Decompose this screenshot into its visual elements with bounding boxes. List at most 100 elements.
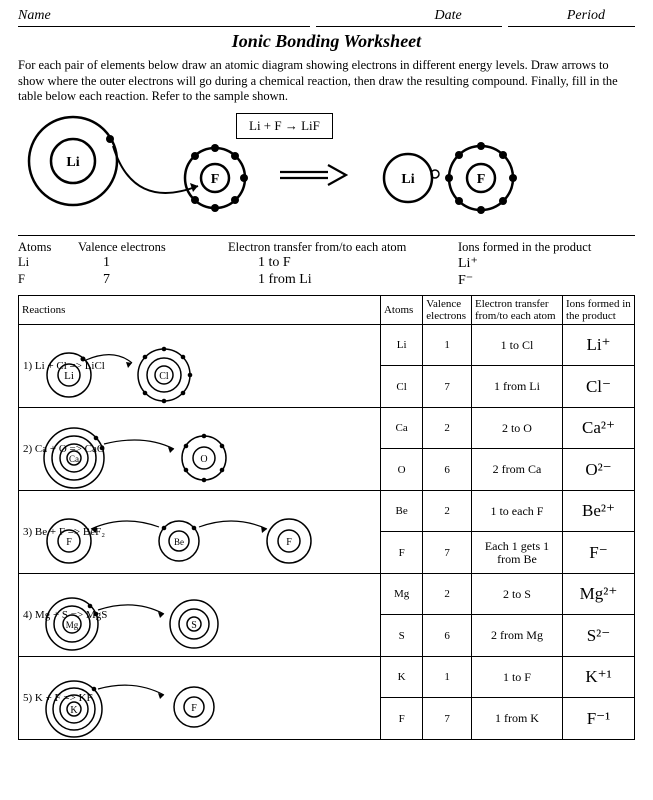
cell-val: 7 (423, 366, 472, 408)
cell: F⁻ (458, 272, 635, 289)
svg-text:Li: Li (66, 155, 79, 170)
cell-ion: S²⁻ (562, 615, 634, 657)
legend-header: Atoms Valence electrons Electron transfe… (18, 240, 635, 255)
cell-val: 6 (423, 449, 472, 491)
svg-text:F: F (477, 172, 486, 187)
cell-val: 7 (423, 698, 472, 740)
cell-trans: 1 from K (471, 698, 562, 740)
instructions: For each pair of elements below draw an … (18, 58, 635, 105)
cell-val: 1 (423, 656, 472, 698)
svg-text:F: F (191, 703, 197, 714)
cell-val: 6 (423, 615, 472, 657)
svg-text:F: F (286, 537, 292, 548)
cell-ion: F⁻¹ (562, 698, 634, 740)
header-fields: Name Date Period (18, 8, 635, 27)
period-label: Period (567, 8, 605, 23)
cell-val: 2 (423, 407, 472, 449)
table-row: 4) Mg + S => MgS Mg S Mg 2 2 to S Mg²⁺ (19, 573, 635, 615)
svg-text:Be: Be (174, 537, 184, 547)
cell-atom: Mg (380, 573, 422, 615)
reaction-cell: 4) Mg + S => MgS Mg S (19, 573, 381, 656)
cell-trans: 2 from Ca (471, 449, 562, 491)
svg-text:Cl: Cl (159, 371, 169, 382)
reaction-cell: 5) K + F => KF K F (19, 656, 381, 739)
svg-text:Mg: Mg (66, 620, 79, 630)
cell-ion: Cl⁻ (562, 366, 634, 408)
cell-ion: Mg²⁺ (562, 573, 634, 615)
reaction-cell: 1) Li + Cl => LiCl Li Cl (19, 324, 381, 407)
reaction-arrow-icon (278, 163, 348, 193)
cell-trans: 2 to O (471, 407, 562, 449)
legend-valence: Valence electrons (78, 240, 228, 255)
cell: Li (18, 255, 78, 272)
cell-ion: Li⁺ (562, 324, 634, 366)
cell-atom: Li (380, 324, 422, 366)
cell-trans: 1 to each F (471, 490, 562, 532)
sample-f-atom: F (173, 136, 258, 221)
cell-val: 2 (423, 573, 472, 615)
cell: 1 to F (228, 255, 458, 272)
table-row: 2) Ca + O => CaO Ca O Ca 2 2 to O Ca²⁺ (19, 407, 635, 449)
th-ions: Ions formed in the product (562, 295, 634, 324)
cell-atom: O (380, 449, 422, 491)
cell-atom: F (380, 698, 422, 740)
svg-text:S: S (191, 620, 197, 631)
cell-ion: O²⁻ (562, 449, 634, 491)
reaction-cell: 3) Be + F => BeF₂ F Be F (19, 490, 381, 573)
cell-ion: Be²⁺ (562, 490, 634, 532)
rule (18, 235, 635, 236)
reaction-cell: 2) Ca + O => CaO Ca O (19, 407, 381, 490)
cell-trans: 1 to Cl (471, 324, 562, 366)
name-label: Name (18, 8, 51, 23)
svg-text:F: F (211, 172, 220, 187)
cell-atom: Ca (380, 407, 422, 449)
cell: 7 (78, 272, 228, 289)
sample-product: Li F (373, 136, 533, 226)
legend-ions: Ions formed in the product (458, 240, 635, 255)
sample-equation: Li + F → LiF (236, 113, 333, 139)
diagram-1-icon: Li Cl (34, 343, 264, 405)
cell: 1 from Li (228, 272, 458, 289)
diagram-5-icon: K F (34, 673, 294, 739)
diagram-4-icon: Mg S (34, 590, 294, 656)
svg-text:Li: Li (401, 172, 414, 187)
table-header-row: Reactions Atoms Valence electrons Electr… (19, 295, 635, 324)
table-row: 3) Be + F => BeF₂ F Be F Be 2 1 to each … (19, 490, 635, 532)
diagram-3-icon: F Be F (29, 509, 349, 571)
cell-trans: 1 from Li (471, 366, 562, 408)
cell-atom: Cl (380, 366, 422, 408)
svg-text:Ca: Ca (69, 454, 79, 464)
cell-ion: Ca²⁺ (562, 407, 634, 449)
date-label: Date (435, 8, 462, 23)
reactions-table: Reactions Atoms Valence electrons Electr… (18, 295, 635, 740)
cell-ion: F⁻ (562, 532, 634, 574)
cell: 1 (78, 255, 228, 272)
th-atoms: Atoms (380, 295, 422, 324)
name-field[interactable]: Name (18, 8, 310, 27)
legend-transfer: Electron transfer from/to each atom (228, 240, 458, 255)
cell: Li⁺ (458, 255, 635, 272)
cell-val: 1 (423, 324, 472, 366)
cell-val: 7 (423, 532, 472, 574)
th-reactions: Reactions (19, 295, 381, 324)
date-field[interactable]: Date (316, 8, 502, 27)
th-valence: Valence electrons (423, 295, 472, 324)
cell-trans: Each 1 gets 1 from Be (471, 532, 562, 574)
sample-diagram: Li F Li + F → LiF Li F (18, 111, 635, 231)
cell-trans: 2 to S (471, 573, 562, 615)
svg-text:K: K (70, 705, 78, 716)
svg-text:Li: Li (64, 370, 74, 382)
period-field[interactable]: Period (508, 8, 635, 27)
legend-row-li: Li 1 1 to F Li⁺ (18, 255, 635, 272)
svg-text:F: F (66, 537, 72, 548)
table-row: 5) K + F => KF K F K 1 1 to F K⁺¹ (19, 656, 635, 698)
legend-row-f: F 7 1 from Li F⁻ (18, 272, 635, 289)
cell: F (18, 272, 78, 289)
cell-atom: K (380, 656, 422, 698)
th-transfer: Electron transfer from/to each atom (471, 295, 562, 324)
cell-ion: K⁺¹ (562, 656, 634, 698)
page-title: Ionic Bonding Worksheet (18, 31, 635, 52)
cell-val: 2 (423, 490, 472, 532)
table-row: 1) Li + Cl => LiCl Li Cl Li 1 1 to Cl Li… (19, 324, 635, 366)
svg-text:O: O (200, 454, 207, 465)
